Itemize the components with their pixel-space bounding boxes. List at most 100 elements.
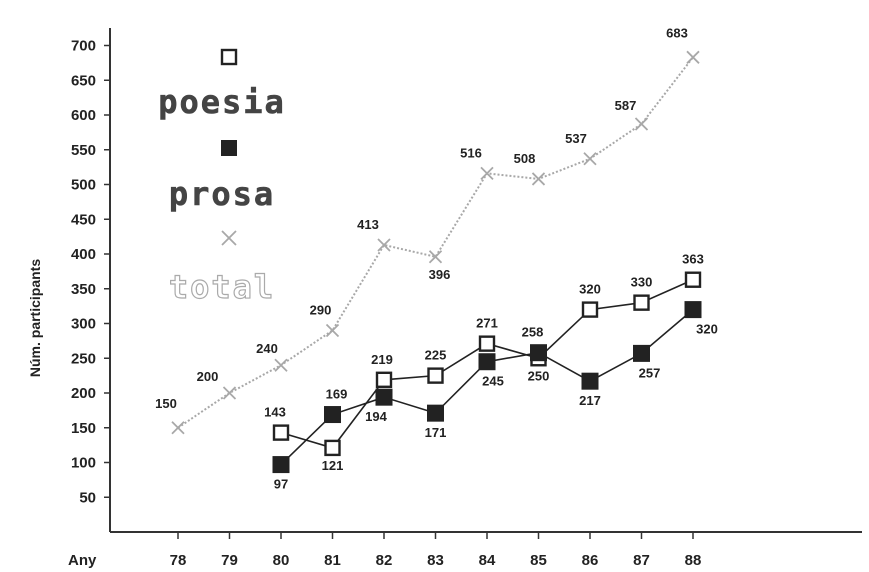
data-label-total: 587: [615, 98, 637, 113]
data-label-poesia: 219: [371, 352, 393, 367]
legend: poesia prosa total: [158, 48, 286, 307]
data-label-total: 290: [310, 302, 332, 317]
data-label-poesia: 225: [425, 348, 447, 363]
y-tick-label: 650: [71, 72, 96, 89]
y-axis-title: Núm. participants: [27, 259, 43, 377]
y-tick-label: 200: [71, 385, 96, 402]
point-prosa: [633, 344, 650, 362]
point-total: [274, 358, 288, 372]
x-tick-label: 82: [376, 552, 393, 569]
y-tick-label: 600: [71, 107, 96, 124]
data-label-prosa: 258: [522, 325, 544, 340]
point-poesia: [684, 271, 702, 288]
legend-label-prosa: prosa: [169, 175, 275, 213]
x-tick-label: 80: [273, 552, 290, 569]
series-layer: [171, 50, 702, 474]
data-label-total: 396: [429, 267, 451, 282]
x-tick-label: 79: [221, 552, 238, 569]
data-label-total: 516: [460, 145, 482, 160]
y-tick-label: 450: [71, 211, 96, 228]
point-poesia: [427, 367, 444, 384]
y-tick-label: 300: [71, 316, 96, 333]
y-tick-label: 250: [71, 350, 96, 367]
point-prosa: [375, 388, 393, 406]
data-label-prosa: 171: [425, 425, 447, 440]
point-prosa: [272, 456, 290, 474]
point-prosa: [427, 404, 444, 422]
y-tick-label: 100: [71, 455, 96, 472]
series-prosa: [272, 301, 702, 474]
x-axis-title: Any: [68, 552, 97, 569]
point-total: [171, 421, 185, 435]
point-total: [222, 386, 237, 400]
point-prosa: [581, 372, 599, 390]
point-total: [480, 166, 494, 181]
point-total: [325, 323, 340, 338]
y-tick-label: 400: [71, 246, 96, 263]
data-label-prosa: 169: [326, 387, 348, 402]
point-prosa: [324, 406, 341, 424]
data-label-poesia: 250: [528, 368, 550, 383]
data-label-prosa: 245: [482, 374, 504, 389]
data-label-poesia: 330: [631, 275, 653, 290]
data-label-total: 537: [565, 131, 587, 146]
y-tick-label: 700: [71, 38, 96, 55]
y-tick-label: 350: [71, 281, 96, 298]
point-total: [428, 250, 443, 264]
point-total: [531, 172, 546, 186]
data-label-poesia: 143: [264, 405, 286, 420]
x-tick-label: 83: [427, 552, 444, 569]
x-tick-label: 88: [685, 552, 702, 569]
y-tick-label: 550: [71, 142, 96, 159]
point-poesia: [272, 424, 290, 441]
data-label-total: 508: [514, 151, 536, 166]
legend-marker-poesia: [220, 48, 238, 66]
y-tick-label: 50: [79, 489, 96, 506]
point-prosa: [684, 301, 702, 319]
data-label-poesia: 121: [322, 458, 344, 473]
data-label-total: 413: [357, 217, 379, 232]
point-prosa: [530, 344, 547, 362]
x-tick-label: 86: [582, 552, 599, 569]
y-tick-label: 500: [71, 177, 96, 194]
point-poesia: [324, 439, 341, 457]
data-label-total: 200: [197, 369, 219, 384]
point-total: [583, 152, 597, 166]
x-tick-label: 84: [479, 552, 496, 569]
point-poesia: [581, 301, 599, 318]
point-poesia: [375, 371, 393, 388]
point-poesia: [478, 335, 496, 352]
data-label-prosa: 320: [696, 322, 718, 337]
data-label-prosa: 217: [579, 393, 601, 408]
data-label-prosa: 257: [639, 365, 661, 380]
legend-item-total: total: [168, 230, 275, 307]
legend-item-poesia: poesia: [158, 48, 286, 121]
data-label-prosa: 194: [365, 409, 387, 424]
point-total: [377, 238, 391, 252]
data-label-poesia: 363: [682, 252, 704, 267]
y-tick-label: 150: [71, 420, 96, 437]
point-prosa: [478, 353, 496, 371]
data-label-poesia: 271: [476, 316, 498, 331]
legend-marker-total: [221, 230, 237, 246]
legend-label-total: total: [169, 268, 275, 306]
legend-marker-prosa: [221, 140, 237, 156]
data-label-prosa: 97: [274, 477, 288, 492]
x-tick-label: 85: [530, 552, 547, 569]
legend-label-poesia: poesia: [158, 83, 286, 121]
legend-item-prosa: prosa: [169, 140, 275, 213]
data-label-total: 683: [666, 25, 688, 40]
point-poesia: [633, 294, 650, 311]
point-total: [634, 117, 649, 131]
data-label-total: 240: [256, 341, 278, 356]
data-labels: 143 121 219 225 271 250 320 330 363 97 169 194 171 24…: [155, 25, 718, 491]
point-total: [686, 50, 700, 64]
data-label-total: 150: [155, 396, 177, 411]
series-total: [171, 50, 700, 435]
data-label-poesia: 320: [579, 282, 601, 297]
x-tick-label: 78: [170, 552, 187, 569]
series-line-total: [177, 56, 694, 429]
axes: 50 100 150 200 250 300 350 400 450 500 550 600 650 70…: [27, 28, 862, 569]
x-tick-label: 87: [633, 552, 650, 569]
